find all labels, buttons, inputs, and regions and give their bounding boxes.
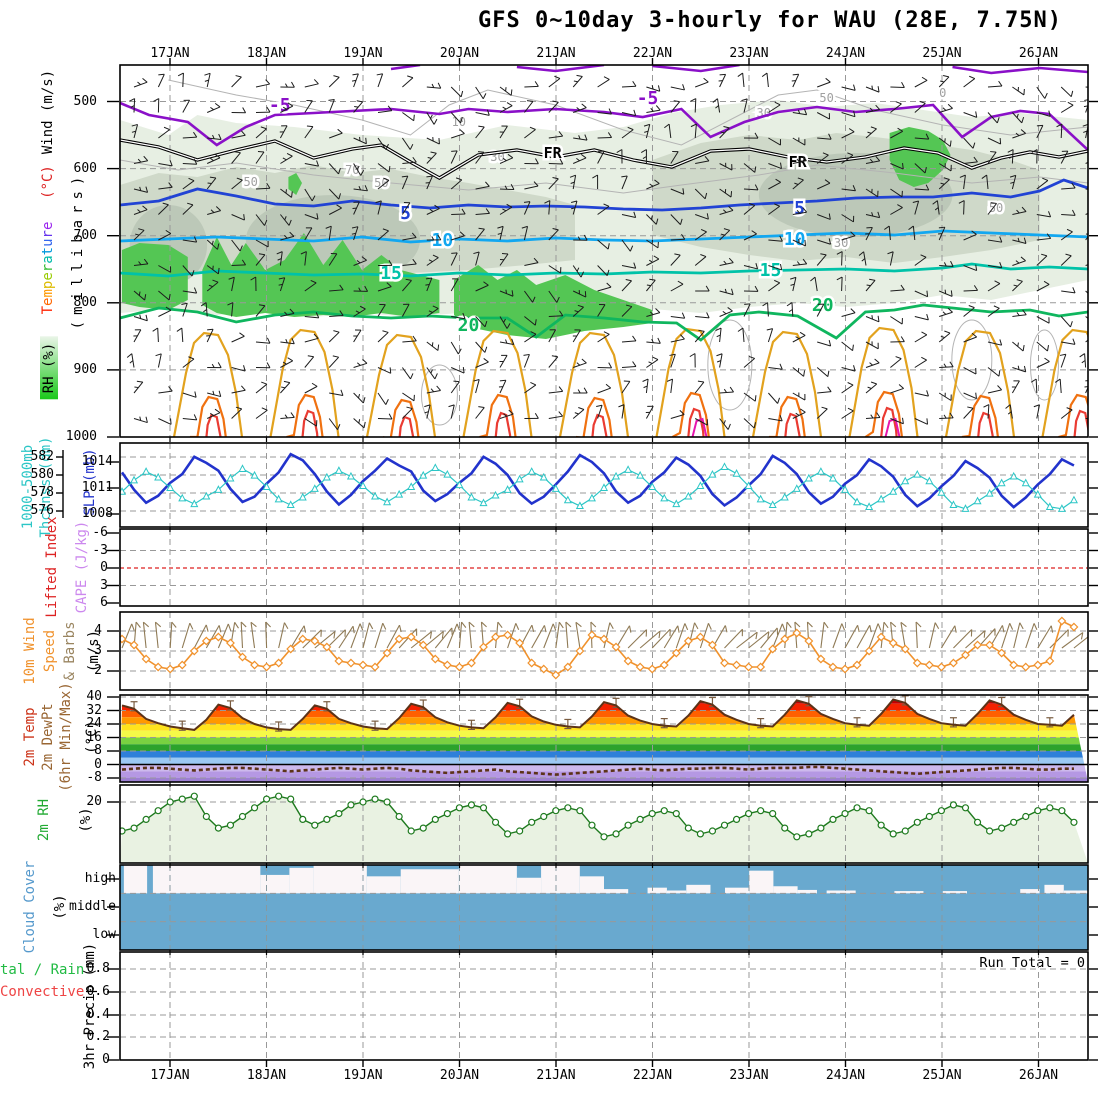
svg-text:50: 50 — [374, 176, 388, 190]
cloud-row-label: low — [92, 927, 116, 942]
rh2m-panel — [120, 785, 1088, 863]
run-total-label: Run Total = 0 — [979, 955, 1085, 971]
temp-tick: 0 — [94, 756, 102, 772]
wind-speed-tick: 2 — [94, 663, 102, 678]
temp-tick: 24 — [86, 716, 102, 731]
precip-tick: 0.6 — [86, 984, 110, 999]
svg-text:50: 50 — [819, 91, 833, 105]
date-label-bottom: 20JAN — [439, 1068, 480, 1083]
wind10m-panel — [120, 612, 1088, 690]
svg-text:15: 15 — [760, 260, 782, 281]
slp-tick: 1014 — [81, 454, 113, 469]
svg-text:10: 10 — [784, 229, 806, 250]
svg-text:5: 5 — [794, 198, 805, 219]
svg-text:5: 5 — [400, 203, 411, 224]
date-label-bottom: 19JAN — [343, 1068, 383, 1083]
date-label-top: 23JAN — [729, 46, 769, 61]
date-label-top: 26JAN — [1018, 46, 1059, 61]
date-label-bottom: 24JAN — [825, 1068, 866, 1083]
svg-text:10: 10 — [432, 230, 454, 251]
date-label-bottom: 18JAN — [246, 1068, 287, 1083]
wind-speed-tick: 3 — [94, 643, 102, 658]
temp-tick: 8 — [94, 743, 102, 758]
upper-wind-barbs — [126, 72, 1088, 431]
svg-text:-5: -5 — [269, 95, 291, 116]
svg-text:20: 20 — [812, 295, 834, 316]
date-label-bottom: 22JAN — [632, 1068, 673, 1083]
date-label-bottom: 26JAN — [1018, 1068, 1059, 1083]
date-label-top: 22JAN — [632, 46, 673, 61]
wind-speed-tick: 4 — [94, 623, 102, 638]
lifted-index-panel — [120, 529, 1088, 606]
temp2m-panel — [120, 695, 1088, 782]
precip-tick: 0 — [102, 1052, 110, 1067]
svg-text:50: 50 — [989, 201, 1003, 215]
slp-tick: 1008 — [81, 506, 113, 521]
thickness-tick: 576 — [30, 503, 54, 518]
surface-wind-barbs — [121, 621, 1088, 649]
cloud-row-label: high — [84, 871, 116, 886]
legend-total-rain: tal / Rain — [0, 962, 85, 978]
precip-panel — [120, 952, 1088, 1060]
temp-tick: 32 — [86, 702, 102, 718]
temp-tick: 40 — [86, 689, 102, 704]
precip-tick: 0.4 — [86, 1007, 110, 1022]
svg-text:0: 0 — [939, 86, 946, 100]
legend-convective: Convective — [0, 984, 85, 1000]
pressure-tick: 500 — [73, 93, 97, 109]
date-label-bottom: 23JAN — [729, 1068, 769, 1083]
pressure-tick: 700 — [73, 227, 97, 243]
svg-text:50: 50 — [243, 175, 257, 189]
svg-text:10: 10 — [452, 115, 466, 129]
precip-tick: 0.8 — [86, 961, 110, 976]
lifted-index-tick: 0 — [100, 560, 108, 575]
date-label-bottom: 21JAN — [536, 1068, 576, 1083]
upper-panel: 1030507030500503050-5-555101015152020FRF… — [120, 65, 1088, 437]
cloud-row-label: middle — [69, 899, 116, 914]
pressure-tick: 800 — [73, 294, 97, 310]
svg-text:FR: FR — [544, 144, 563, 162]
date-label-top: 17JAN — [150, 46, 190, 61]
slp-tick: 1011 — [81, 480, 113, 495]
temp-tick: 16 — [86, 729, 102, 745]
rh-tick: 20 — [86, 794, 102, 809]
svg-text:-5: -5 — [637, 88, 659, 109]
lifted-index-tick: 3 — [100, 577, 108, 593]
date-label-top: 21JAN — [536, 46, 576, 61]
thickness-tick: 580 — [30, 467, 54, 482]
precip-tick: 0.2 — [86, 1029, 110, 1044]
chart-title: GFS 0~10day 3-hourly for WAU (28E, 7.75N… — [477, 8, 1063, 33]
lifted-index-tick: -6 — [92, 525, 108, 540]
pressure-tick: 900 — [73, 361, 97, 377]
lifted-index-tick: -3 — [92, 542, 108, 558]
thickness-tick: 578 — [30, 485, 54, 500]
date-label-top: 18JAN — [246, 46, 287, 61]
thickness-tick: 582 — [30, 449, 54, 464]
date-label-top: 24JAN — [825, 46, 866, 61]
svg-text:15: 15 — [380, 263, 402, 284]
date-label-top: 19JAN — [343, 46, 383, 61]
date-label-top: 20JAN — [439, 46, 480, 61]
slp-panel — [120, 443, 1088, 527]
cloud-panel — [120, 865, 1088, 950]
pressure-tick: 600 — [73, 160, 97, 176]
pressure-tick: 1000 — [65, 429, 97, 444]
temp-tick: -8 — [86, 770, 102, 785]
date-label-top: 25JAN — [922, 46, 962, 61]
date-label-bottom: 25JAN — [922, 1068, 962, 1083]
lifted-index-tick: 6 — [100, 595, 108, 610]
date-label-bottom: 17JAN — [150, 1068, 190, 1083]
svg-text:20: 20 — [458, 315, 480, 336]
